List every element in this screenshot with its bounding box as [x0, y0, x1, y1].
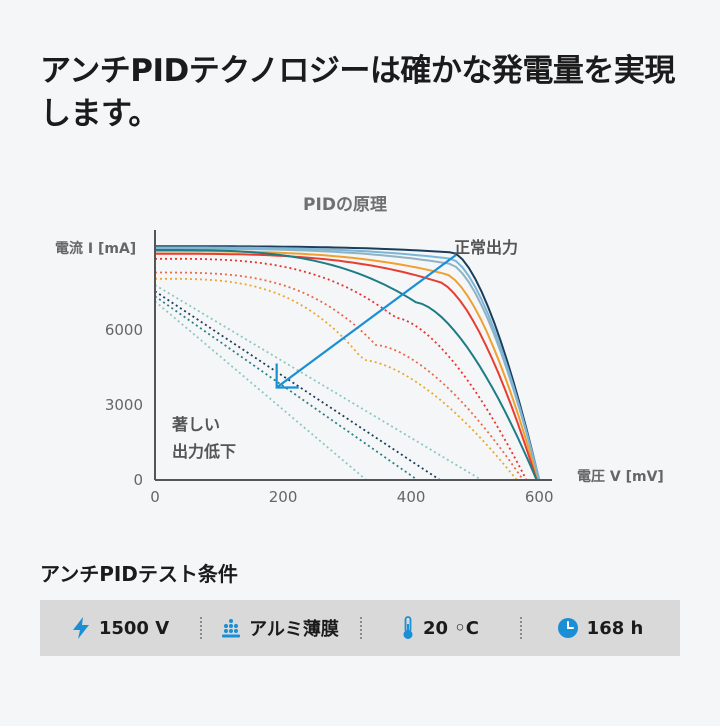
x-axis-label: 電圧 V [mV] — [577, 468, 664, 485]
condition-film-label: アルミ薄膜 — [249, 619, 339, 640]
y-axis-label: 電流 I [mA] — [55, 240, 136, 257]
conditions-bar: 1500 V アルミ薄膜 20 ◦C — [40, 600, 680, 656]
thermometer-icon — [401, 616, 415, 640]
annotation-normal: 正常出力 — [454, 238, 518, 257]
condition-film: アルミ薄膜 — [200, 600, 360, 656]
condition-voltage: 1500 V — [40, 600, 200, 656]
series-line-1 — [155, 245, 541, 481]
film-dots-icon — [221, 618, 241, 638]
arrow-layer — [275, 254, 457, 389]
clock-icon — [557, 617, 579, 639]
chart-title: PIDの原理 — [303, 195, 387, 215]
arrow-head — [275, 363, 299, 389]
series-line-4 — [155, 246, 541, 481]
axes-layer — [154, 230, 552, 481]
arrow-shaft — [276, 254, 457, 389]
condition-duration: 168 h — [520, 600, 680, 656]
series-line-6 — [155, 249, 538, 481]
series-line-10 — [154, 290, 441, 481]
x-tick-label: 200 — [269, 488, 298, 506]
condition-temperature-label: 20 ◦C — [422, 617, 480, 639]
condition-temperature: 20 ◦C — [360, 600, 520, 656]
condition-voltage-label: 1500 V — [98, 617, 170, 639]
series-line-8 — [155, 271, 524, 481]
series-line-12 — [154, 284, 483, 481]
y-tick-label: 3000 — [105, 396, 143, 414]
annotation-degraded-line2: 出力低下 — [172, 442, 236, 461]
series-line-2 — [155, 247, 541, 481]
iv-chart: PIDの原理 0 200 400 600 0 3000 6000 電流 I [mA] 電圧 … — [0, 180, 720, 520]
y-tick-label: 0 — [133, 471, 143, 489]
x-tick-label: 400 — [397, 488, 426, 506]
series-line-7 — [155, 257, 528, 481]
conditions-title: アンチPIDテスト条件 — [40, 562, 238, 586]
series-line-13 — [154, 300, 367, 481]
series-line-5 — [155, 252, 538, 481]
condition-duration-label: 168 h — [586, 617, 644, 639]
x-tick-label: 600 — [525, 488, 554, 506]
annotation-degraded-line1: 著しい — [171, 415, 220, 434]
series-line-9 — [155, 277, 518, 481]
y-tick-label: 6000 — [105, 321, 143, 339]
lightning-icon — [71, 617, 91, 639]
x-tick-label: 0 — [150, 488, 160, 506]
headline: アンチPIDテクノロジーは確かな発電量を実現します。 — [40, 53, 675, 132]
